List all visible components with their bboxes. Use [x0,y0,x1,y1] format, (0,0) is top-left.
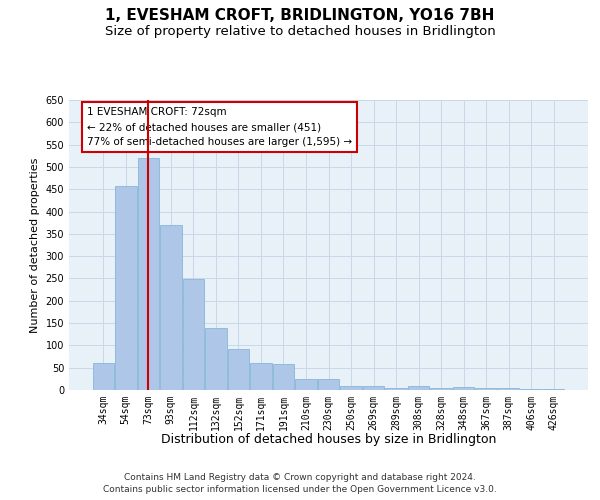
Y-axis label: Number of detached properties: Number of detached properties [30,158,40,332]
Bar [453,387,475,390]
Bar [318,379,339,390]
Bar [430,388,452,390]
Bar [408,386,429,390]
Bar [182,280,204,390]
Bar [160,225,182,390]
Bar [475,388,497,390]
Bar [250,363,272,390]
Text: Distribution of detached houses by size in Bridlington: Distribution of detached houses by size … [161,432,496,446]
Bar [295,379,317,390]
Bar [498,388,520,390]
Bar [520,388,542,390]
Text: Size of property relative to detached houses in Bridlington: Size of property relative to detached ho… [104,25,496,38]
Text: Contains public sector information licensed under the Open Government Licence v3: Contains public sector information licen… [103,485,497,494]
Bar [92,363,114,390]
Bar [137,158,159,390]
Text: Contains HM Land Registry data © Crown copyright and database right 2024.: Contains HM Land Registry data © Crown c… [124,472,476,482]
Bar [228,348,249,390]
Bar [340,386,362,390]
Bar [273,364,294,390]
Bar [363,386,384,390]
Bar [385,388,407,390]
Bar [543,388,565,390]
Text: 1 EVESHAM CROFT: 72sqm
← 22% of detached houses are smaller (451)
77% of semi-de: 1 EVESHAM CROFT: 72sqm ← 22% of detached… [87,108,352,147]
Bar [205,328,227,390]
Bar [115,186,137,390]
Text: 1, EVESHAM CROFT, BRIDLINGTON, YO16 7BH: 1, EVESHAM CROFT, BRIDLINGTON, YO16 7BH [106,8,494,22]
